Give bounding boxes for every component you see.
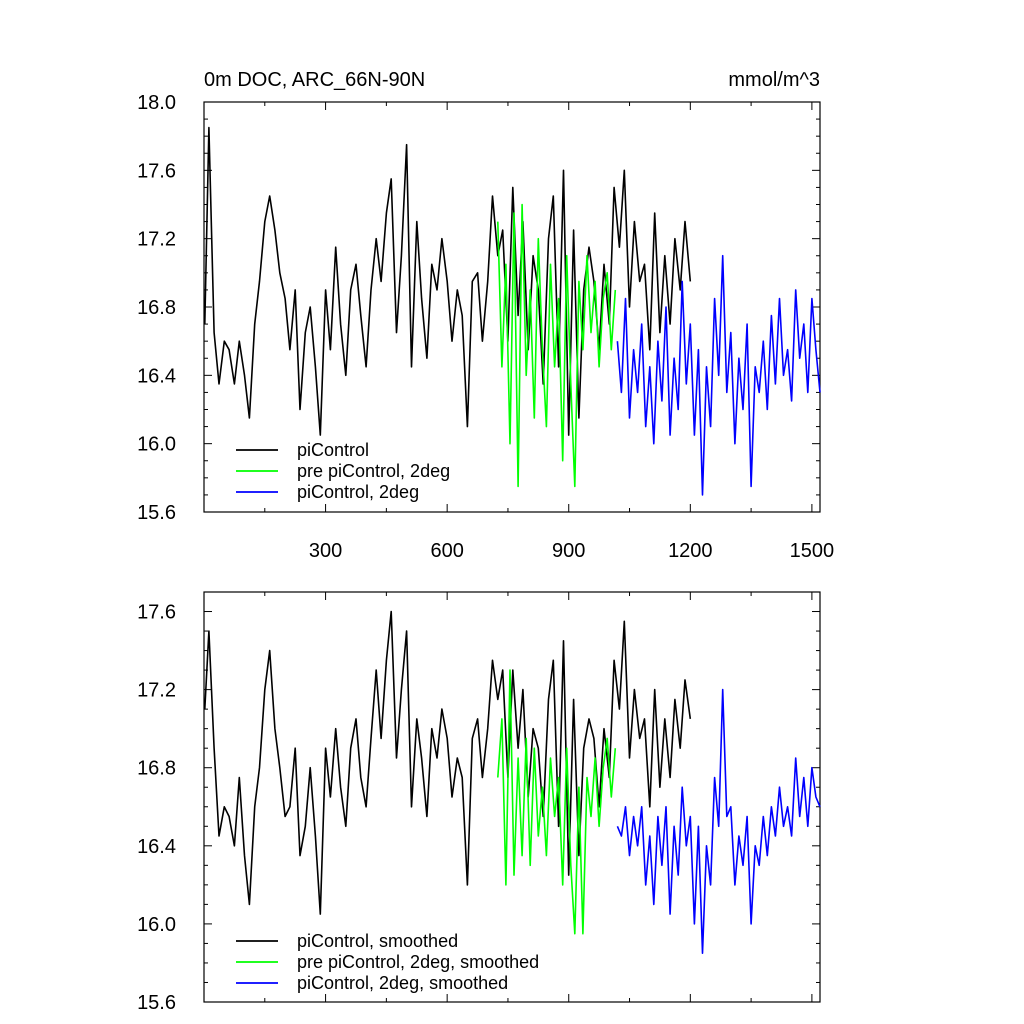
y-tick-label: 16.4 xyxy=(137,836,176,858)
x-tick-label: 1500 xyxy=(790,540,835,562)
series-line-picontrol-smoothed xyxy=(204,610,692,915)
y-tick-label: 15.6 xyxy=(137,502,176,524)
legend-label: piControl, smoothed xyxy=(297,931,458,951)
legend-label: piControl xyxy=(297,440,369,460)
y-tick-label: 16.4 xyxy=(137,365,176,387)
legend-label: pre piControl, 2deg, smoothed xyxy=(297,952,539,972)
x-tick-label: 600 xyxy=(430,540,463,562)
y-tick-label: 16.8 xyxy=(137,297,176,319)
legend-label: piControl, 2deg, smoothed xyxy=(297,973,508,993)
legend-label: piControl, 2deg xyxy=(297,482,419,502)
units-label: mmol/m^3 xyxy=(728,69,820,91)
series-line-pre-picontrol-2deg-smoothed xyxy=(497,669,617,935)
y-tick-label: 18.0 xyxy=(137,92,176,114)
x-tick-label: 300 xyxy=(309,540,342,562)
y-tick-label: 15.6 xyxy=(137,992,176,1014)
series-line-picontrol xyxy=(204,126,692,436)
top-panel: 15.6 16.0 16.4 16.8 17.2 17.6 18.0 300 600 900 120… xyxy=(137,92,834,562)
series-line-picontrol-2deg xyxy=(616,254,821,496)
bottom-panel: 15.6 16.0 16.4 16.8 17.2 17.6 piControl, smoot… xyxy=(137,591,821,1014)
x-tick-label: 1200 xyxy=(668,540,713,562)
y-tick-label: 16.0 xyxy=(137,914,176,936)
chart-title: 0m DOC, ARC_66N-90N xyxy=(204,69,425,91)
legend-label: pre piControl, 2deg xyxy=(297,461,450,481)
y-tick-label: 17.2 xyxy=(137,680,176,702)
series-line-pre-picontrol-2deg xyxy=(497,203,617,488)
y-tick-label: 17.6 xyxy=(137,160,176,182)
series-line-picontrol-2deg-smoothed xyxy=(616,688,821,954)
x-tick-label: 900 xyxy=(552,540,585,562)
plot-frame xyxy=(203,591,821,1003)
y-tick-label: 17.6 xyxy=(137,602,176,624)
y-tick-label: 17.2 xyxy=(137,229,176,251)
y-tick-label: 16.0 xyxy=(137,434,176,456)
y-tick-label: 16.8 xyxy=(137,758,176,780)
